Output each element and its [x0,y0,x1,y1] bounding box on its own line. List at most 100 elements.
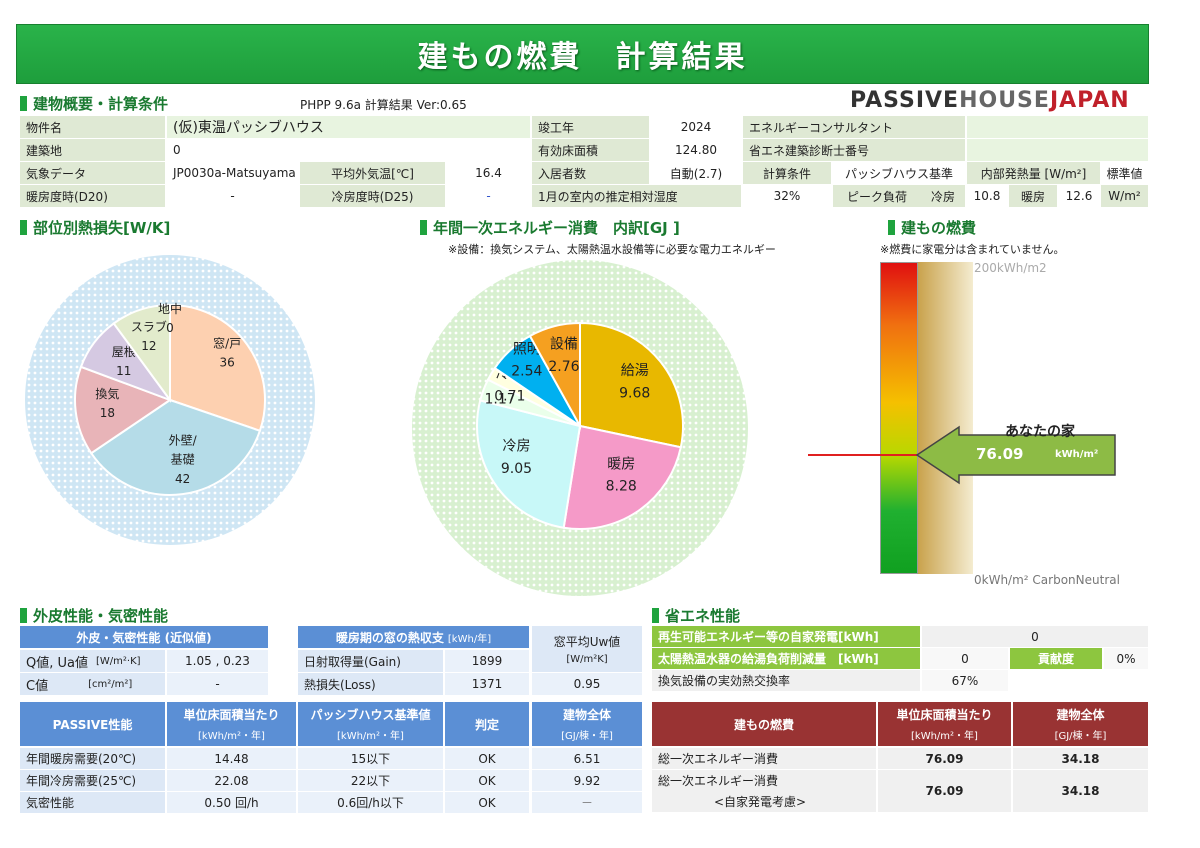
pie-slice [89,398,262,496]
info-value: 16.4 [447,162,530,184]
info-label: 内部発熱量 [W/m²] [967,162,1100,184]
your-house-arrow [915,425,1116,485]
pie-slice [579,321,684,449]
info-value [967,139,1148,161]
passive-header-total: 建物全体 [GJ/棟・年] [532,702,642,746]
info-value: - [447,185,530,207]
pie-label: 窓/戸 36 [213,335,241,369]
info-label: 物件名 [20,116,165,138]
pie-label: 換気 18 [95,386,119,420]
info-label: 平均外気温[℃] [300,162,445,184]
section-title-saving: 省エネ性能 [652,605,740,626]
uw-header: 窓平均Uw値 [W/m²K] [532,626,642,672]
pie-label: 地中 0 [158,301,182,335]
section-title-heatloss: 部位別熱損失[W/K] [20,217,170,238]
section-title-building: 建物概要・計算条件 [20,93,168,114]
passive-row-value: 22.08 [167,770,296,791]
info-value: 標準値 [1101,162,1148,184]
solar-label: 太陽熱温水器の給湯負荷削減量 [kWh] [652,648,920,669]
passive-row-total: － [532,792,642,813]
pie-label: スラブ 12 [131,319,167,353]
heat-exchange-label: 換気設備の実効熱交換率 [652,670,920,691]
section-title-fuel: 建もの燃費 [888,217,976,238]
info-label: 暖房 [1009,185,1057,207]
uw-value: 0.95 [532,673,642,695]
pie-label: 外壁/基礎 42 [169,432,198,485]
fuel-row2-label: 総一次エネルギー消費 <自家発電考慮> [652,770,876,812]
info-value: 124.80 [651,139,741,161]
contribution-value: 0% [1104,648,1148,669]
window-balance-header: 暖房期の窓の熱収支 [kWh/年] [298,626,529,648]
info-label: ピーク負荷 [833,185,921,207]
your-house-value: 76.09 [976,445,1024,464]
loss-label: 熱損失(Loss) [298,673,443,695]
version-label: PHPP 9.6a 計算結果 Ver:0.65 [300,98,467,112]
loss-value: 1371 [445,673,529,695]
c-label: C値 [cm²/m²] [20,673,165,695]
passive-row-total: 6.51 [532,748,642,769]
passive-row-value: 0.50 回/h [167,792,296,813]
fuel-header: 建もの燃費 [652,702,876,746]
info-label: 有効床面積 [532,139,649,161]
info-value [967,116,1148,138]
pie-label: 給湯 9.68 [619,362,650,401]
contribution-label: 貢献度 [1010,648,1102,669]
passive-header-std: パッシブハウス基準値 [kWh/m²・年] [298,702,443,746]
info-label: 冷房度時(D25) [300,185,445,207]
pie-slice [112,303,171,404]
info-value: JP0030a-Matsuyama [167,162,298,184]
logo: PASSIVEHOUSEJAPAN [850,88,1130,113]
pie-slice [476,399,582,529]
fuel-header-total: 建物全体 [GJ/棟・年] [1013,702,1148,746]
meter-level-line [808,454,918,457]
info-label: 暖房度時(D20) [20,185,165,207]
info-value: 自動(2.7) [651,162,741,184]
q-label: Q値, Ua値 [W/m²·K] [20,650,165,672]
gain-value: 1899 [445,650,529,672]
pie-label: 設備 2.76 [548,337,579,375]
passive-header-unit: 単位床面積当たり [kWh/m²・年] [167,702,296,746]
pie-label: 屋根 11 [112,345,136,378]
passive-row-std: 15以下 [298,748,443,769]
info-label: 計算条件 [743,162,831,184]
info-label: 1月の室内の推定相対湿度 [532,185,741,207]
info-value: 10.8 [967,185,1007,207]
pie-label: 照明 2.54 [511,341,542,379]
info-value: 2024 [651,116,741,138]
info-label: 竣工年 [532,116,649,138]
info-value: (仮)東温パッシブハウス [167,116,530,138]
passive-row-value: 14.48 [167,748,296,769]
info-value: - [167,185,298,207]
your-house-label: あなたの家 [1005,424,1075,441]
info-label: W/m² [1101,185,1148,207]
fuel-row-total: 34.18 [1013,748,1148,769]
pie-label: 暖房 8.28 [606,456,637,494]
info-value: パッシブハウス基準 [833,162,965,184]
passive-row-std: 0.6回/h以下 [298,792,443,813]
heat-exchange-value: 67% [922,670,1008,691]
passive-header: PASSIVE性能 [20,702,165,746]
energy-note: ※設備：換気システム、太陽熱温水設備等に必要な電力エネルギー [448,243,776,256]
passive-header-judge: 判定 [445,702,529,746]
pie-slice [528,321,581,430]
saving-label: 再生可能エネルギー等の自家発電[kWh] [652,626,920,647]
solar-value: 0 [922,648,1008,669]
pie-slice [74,365,173,455]
saving-value: 0 [922,626,1148,647]
meter-bottom-label: 0kWh/m² CarbonNeutral [974,573,1120,587]
fuel-header-unit: 単位床面積当たり [kWh/m²・年] [878,702,1011,746]
info-value: 12.6 [1059,185,1099,207]
section-title-envelope: 外皮性能・気密性能 [20,605,168,626]
fuel-row2-total: 34.18 [1013,770,1148,812]
meter-top-label: 200kWh/m2 [974,261,1047,275]
page-banner: 建もの燃費 計算結果 [16,24,1149,84]
fuel-row-value: 76.09 [878,748,1011,769]
passive-row-std: 22以下 [298,770,443,791]
gain-label: 日射取得量(Gain) [298,650,443,672]
your-house-unit: kWh/m² [1055,449,1099,461]
info-value: 0 [167,139,530,161]
c-value: - [167,673,268,695]
fuel-meter-shade [918,262,973,574]
